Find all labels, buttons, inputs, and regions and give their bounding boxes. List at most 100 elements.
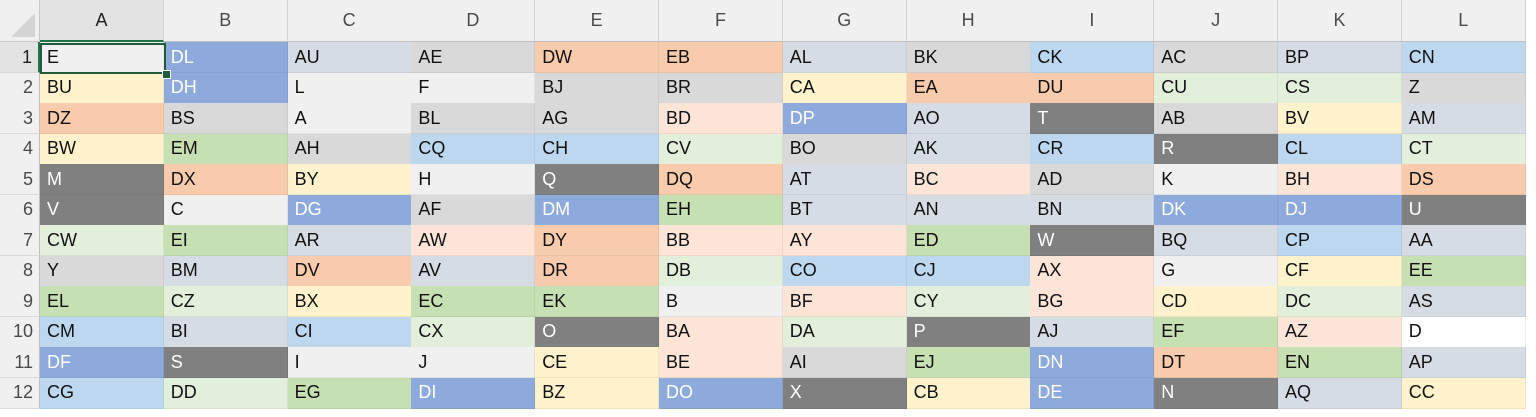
cell-e7[interactable]: DY (535, 225, 660, 256)
cell-k1[interactable]: BP (1278, 42, 1402, 73)
cell-d8[interactable]: AV (411, 255, 536, 287)
cell-k5[interactable]: BH (1278, 164, 1402, 195)
cell-j2[interactable]: CU (1154, 72, 1279, 104)
cell-e11[interactable]: CE (535, 347, 660, 378)
cell-h10[interactable]: P (906, 316, 1031, 348)
row-header-10[interactable]: 10 (0, 316, 40, 348)
cell-l4[interactable]: CT (1401, 133, 1526, 165)
column-header-h[interactable]: H (906, 0, 1031, 42)
cell-e9[interactable]: EK (535, 286, 660, 317)
cell-a7[interactable]: CW (40, 225, 164, 256)
cell-e1[interactable]: DW (535, 42, 660, 73)
cell-l1[interactable]: CN (1401, 42, 1526, 73)
cell-f5[interactable]: DQ (659, 164, 783, 195)
cell-l2[interactable]: Z (1401, 72, 1526, 104)
row-header-4[interactable]: 4 (0, 133, 40, 165)
cell-k2[interactable]: CS (1278, 72, 1402, 104)
cell-e3[interactable]: AG (535, 103, 660, 134)
cell-f2[interactable]: BR (659, 72, 783, 104)
column-header-j[interactable]: J (1154, 0, 1279, 42)
cell-h7[interactable]: ED (906, 225, 1031, 256)
cell-g4[interactable]: BO (782, 133, 907, 165)
column-header-c[interactable]: C (287, 0, 412, 42)
cell-i4[interactable]: CR (1030, 133, 1155, 165)
cell-d4[interactable]: CQ (411, 133, 536, 165)
cell-d10[interactable]: CX (411, 316, 536, 348)
cell-b2[interactable]: DH (163, 72, 288, 104)
cell-c5[interactable]: BY (287, 164, 412, 195)
cell-i7[interactable]: W (1030, 225, 1155, 256)
cell-k6[interactable]: DJ (1278, 194, 1402, 226)
cell-f8[interactable]: DB (659, 255, 783, 287)
cell-a3[interactable]: DZ (40, 103, 164, 134)
cell-a4[interactable]: BW (40, 133, 164, 165)
cell-e6[interactable]: DM (535, 194, 660, 226)
cell-c10[interactable]: CI (287, 316, 412, 348)
cell-a2[interactable]: BU (40, 72, 164, 104)
cell-g8[interactable]: CO (782, 255, 907, 287)
cell-d1[interactable]: AE (411, 42, 536, 73)
cell-c6[interactable]: DG (287, 194, 412, 226)
row-header-5[interactable]: 5 (0, 164, 40, 195)
column-header-d[interactable]: D (411, 0, 536, 42)
cell-j4[interactable]: R (1154, 133, 1279, 165)
cell-b8[interactable]: BM (163, 255, 288, 287)
cell-e2[interactable]: BJ (535, 72, 660, 104)
cell-f6[interactable]: EH (659, 194, 783, 226)
cell-g2[interactable]: CA (782, 72, 907, 104)
cell-k8[interactable]: CF (1278, 255, 1402, 287)
cell-i9[interactable]: BG (1030, 286, 1155, 317)
cell-i1[interactable]: CK (1030, 42, 1155, 73)
cell-b11[interactable]: S (163, 347, 288, 378)
cell-b6[interactable]: C (163, 194, 288, 226)
cell-f12[interactable]: DO (659, 377, 783, 409)
cell-b1[interactable]: DL (163, 42, 288, 73)
cell-f11[interactable]: BE (659, 347, 783, 378)
cell-j3[interactable]: AB (1154, 103, 1279, 134)
cell-f4[interactable]: CV (659, 133, 783, 165)
cell-i6[interactable]: BN (1030, 194, 1155, 226)
column-header-i[interactable]: I (1030, 0, 1155, 42)
cell-j9[interactable]: CD (1154, 286, 1279, 317)
cell-g9[interactable]: BF (782, 286, 907, 317)
cell-d2[interactable]: F (411, 72, 536, 104)
cell-k3[interactable]: BV (1278, 103, 1402, 134)
cell-f7[interactable]: BB (659, 225, 783, 256)
column-header-g[interactable]: G (782, 0, 907, 42)
cell-g11[interactable]: AI (782, 347, 907, 378)
cell-d9[interactable]: EC (411, 286, 536, 317)
cell-i2[interactable]: DU (1030, 72, 1155, 104)
cell-e10[interactable]: O (535, 316, 660, 348)
cell-b3[interactable]: BS (163, 103, 288, 134)
cell-h1[interactable]: BK (906, 42, 1031, 73)
cell-j7[interactable]: BQ (1154, 225, 1279, 256)
cell-g7[interactable]: AY (782, 225, 907, 256)
row-header-12[interactable]: 12 (0, 377, 40, 409)
fill-handle[interactable] (162, 70, 171, 79)
cell-d3[interactable]: BL (411, 103, 536, 134)
cell-i8[interactable]: AX (1030, 255, 1155, 287)
row-header-9[interactable]: 9 (0, 286, 40, 317)
cell-h5[interactable]: BC (906, 164, 1031, 195)
row-header-7[interactable]: 7 (0, 225, 40, 256)
row-header-3[interactable]: 3 (0, 103, 40, 134)
cell-j10[interactable]: EF (1154, 316, 1279, 348)
cell-a6[interactable]: V (40, 194, 164, 226)
cell-d5[interactable]: H (411, 164, 536, 195)
column-header-f[interactable]: F (659, 0, 783, 42)
cell-l6[interactable]: U (1401, 194, 1526, 226)
column-header-e[interactable]: E (535, 0, 660, 42)
cell-e8[interactable]: DR (535, 255, 660, 287)
cell-a11[interactable]: DF (40, 347, 164, 378)
cell-d11[interactable]: J (411, 347, 536, 378)
cell-h12[interactable]: CB (906, 377, 1031, 409)
cell-j1[interactable]: AC (1154, 42, 1279, 73)
cell-k7[interactable]: CP (1278, 225, 1402, 256)
row-header-6[interactable]: 6 (0, 194, 40, 226)
cell-f9[interactable]: B (659, 286, 783, 317)
cell-k4[interactable]: CL (1278, 133, 1402, 165)
cell-c11[interactable]: I (287, 347, 412, 378)
cell-d12[interactable]: DI (411, 377, 536, 409)
cell-d6[interactable]: AF (411, 194, 536, 226)
